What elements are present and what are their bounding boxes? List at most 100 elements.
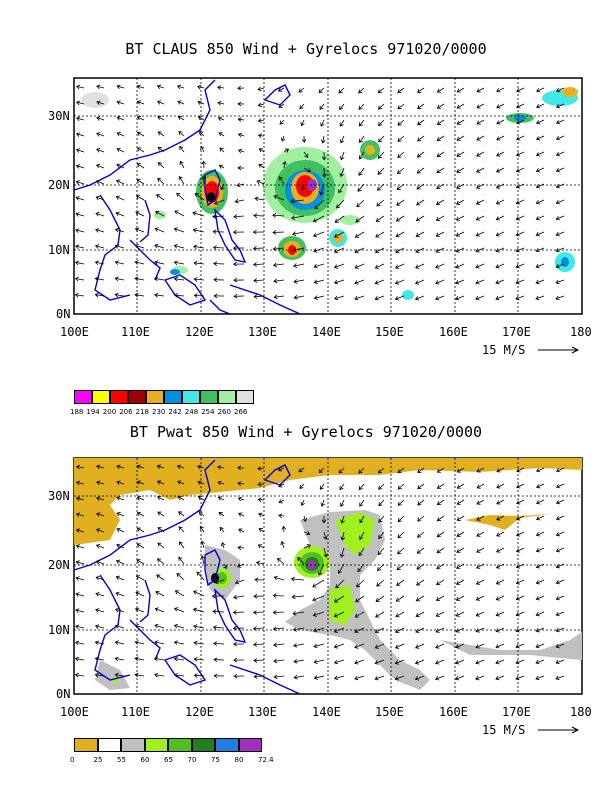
wind-vector	[75, 674, 85, 677]
wind-vector-head	[306, 544, 311, 549]
wind-vector-head	[396, 581, 401, 586]
wind-vector-head	[272, 610, 277, 615]
wind-vector	[283, 148, 289, 153]
wind-vector-head	[339, 502, 345, 507]
wind-vector-head	[134, 640, 139, 645]
wind-vector-head	[417, 121, 422, 126]
wind-vector	[417, 531, 425, 538]
wind-vector	[395, 659, 405, 664]
wind-vector-head	[417, 517, 422, 522]
wind-vector	[355, 215, 365, 223]
wind-vector	[476, 199, 485, 205]
wind-vector	[516, 627, 525, 632]
wind-vector	[177, 496, 185, 501]
wind-vector-head	[496, 120, 501, 125]
wind-vector	[516, 611, 525, 616]
panel1-colorbar-label: 206	[119, 408, 133, 416]
wind-vector-head	[535, 580, 541, 585]
wind-vector-head	[116, 116, 121, 121]
wind-vector-head	[321, 519, 327, 524]
wind-vector	[396, 579, 405, 586]
wind-vector-head	[197, 116, 203, 121]
wind-vector-head	[374, 264, 379, 269]
wind-vector-head	[516, 532, 521, 537]
wind-vector-head	[156, 558, 162, 563]
wind-vector-head	[436, 501, 442, 505]
wind-vector-head	[535, 643, 540, 649]
wind-vector	[516, 167, 525, 172]
wind-vector-head	[253, 593, 258, 599]
panel1-colorbar-swatch	[200, 390, 218, 404]
wind-vector-head	[96, 84, 101, 90]
wind-vector	[293, 263, 305, 267]
wind-vector	[374, 675, 385, 680]
wind-vector	[298, 87, 305, 93]
wind-vector-head	[136, 131, 142, 136]
wind-vector-head	[496, 104, 501, 109]
wind-vector	[375, 279, 385, 284]
panel1-colorbar-label: 254	[201, 408, 215, 416]
wind-vector	[76, 86, 85, 89]
wind-vector-head	[535, 200, 541, 205]
wind-vector-head	[516, 468, 521, 473]
wind-vector-head	[272, 626, 277, 632]
wind-vector	[496, 547, 505, 553]
wind-vector-head	[339, 485, 344, 491]
wind-vector-head	[252, 610, 257, 615]
wind-vector-head	[536, 468, 541, 473]
wind-vector	[156, 194, 165, 201]
wind-vector	[154, 261, 165, 265]
wind-vector-head	[515, 200, 521, 205]
wind-vector-head	[319, 191, 324, 196]
wind-vector-head	[455, 200, 461, 205]
wind-vector	[436, 215, 445, 221]
wind-vector	[96, 133, 105, 137]
wind-vector-head	[475, 596, 480, 601]
wind-vector	[95, 278, 105, 281]
wind-vector	[219, 147, 225, 153]
wind-vector	[334, 595, 345, 603]
wind-vector	[76, 197, 85, 201]
wind-vector-head	[212, 229, 217, 235]
wind-vector	[435, 659, 445, 664]
wind-vector-head	[257, 544, 262, 549]
wind-vector	[395, 231, 405, 237]
wind-vector-head	[213, 657, 218, 663]
wind-vector-head	[300, 501, 305, 507]
wind-vector-head	[273, 294, 278, 300]
wind-vector	[436, 595, 445, 601]
panel1-lon-label-5: 150E	[375, 325, 404, 339]
wind-vector-head	[156, 100, 162, 105]
wind-vector	[375, 247, 385, 253]
wind-vector	[455, 627, 465, 633]
wind-vector	[476, 467, 485, 473]
wind-vector	[115, 277, 125, 281]
wind-vector	[174, 294, 185, 297]
wind-vector	[174, 210, 185, 217]
wind-vector-head	[290, 576, 295, 582]
wind-vector-head	[535, 659, 540, 665]
wind-vector	[536, 215, 545, 220]
wind-vector	[556, 119, 565, 124]
wind-vector-head	[339, 553, 345, 558]
wind-vector-head	[218, 164, 224, 169]
wind-vector-head	[74, 640, 80, 646]
wind-vector-head	[154, 623, 159, 629]
wind-vector-head	[334, 218, 339, 223]
wind-vector	[495, 279, 505, 284]
wind-vector	[334, 643, 345, 648]
wind-vector	[334, 611, 345, 617]
wind-vector	[220, 183, 225, 190]
panel2-colorbar-swatch	[74, 738, 98, 752]
panel1-colorbar-label: 248	[184, 408, 199, 416]
wind-vector-head	[135, 575, 141, 580]
wind-vector-head	[354, 295, 359, 301]
wind-vector	[95, 261, 105, 265]
wind-vector	[334, 627, 345, 633]
panel2-map: 0N 10N 20N 30N 100E 110E 120E 130E 140E …	[48, 457, 592, 737]
wind-vector	[536, 135, 545, 140]
wind-vector-head	[435, 232, 440, 237]
wind-vector-head	[115, 227, 120, 233]
panel2-colorbar-swatch	[238, 738, 262, 752]
wind-vector-head	[354, 264, 359, 269]
